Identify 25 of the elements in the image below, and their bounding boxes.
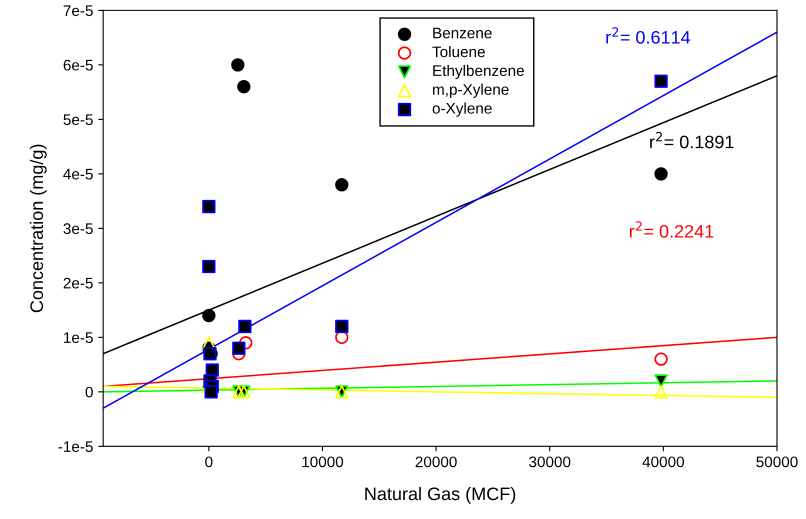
- annotation: r$^{2}$= 0.6114: [606, 27, 690, 44]
- y-axis-title: Concentration (mg/g): [30, 144, 47, 312]
- x-tick-label: 10000: [302, 456, 344, 468]
- y-tick-label: 0: [86, 386, 93, 398]
- y-tick-label: 1e-5: [64, 332, 93, 344]
- annotation: r$^{2}$= 0.1891: [650, 132, 734, 148]
- y-tick-label: 2e-5: [64, 278, 93, 289]
- legend-label: o-Xylene: [432, 102, 492, 117]
- x-tick-label: 50000: [756, 456, 798, 468]
- x-tick-label: 30000: [529, 456, 570, 468]
- y-tick-label: 4e-5: [63, 168, 93, 180]
- y-tick-label: -1e-5: [58, 441, 93, 452]
- y-tick-label: 6e-5: [64, 60, 93, 71]
- x-tick-label: 0: [205, 456, 212, 468]
- x-tick-label: 40000: [642, 456, 684, 468]
- x-tick-label: 20000: [416, 456, 457, 468]
- y-tick-label: 7e-5: [64, 5, 93, 16]
- y-tick-label: 5e-5: [63, 114, 93, 126]
- legend-label: m,p-Xylene: [433, 84, 509, 98]
- annotation: r$^{2}$= 0.2241: [630, 221, 714, 238]
- legend-label: Ethylbenzene: [433, 64, 524, 80]
- y-tick-label: 3e-5: [63, 223, 93, 234]
- x-axis-title: Natural Gas (MCF): [365, 486, 516, 504]
- legend-label: Benzene: [433, 28, 492, 38]
- legend-label: Toluene: [432, 46, 485, 58]
